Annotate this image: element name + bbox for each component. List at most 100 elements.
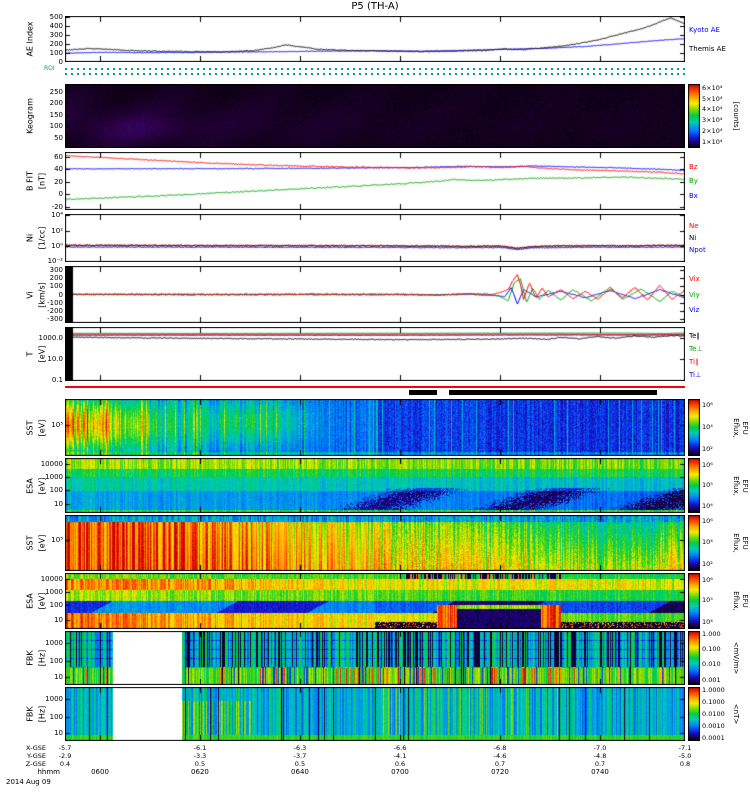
colorbar-sst_ele [688,515,700,571]
legend-entry-t-0: Te∥ [689,331,700,340]
legend-entry-n-2: Npot [689,246,706,254]
legend-entry-ae-1: Themis AE [689,45,726,54]
legend-entry-ae-0: Kyoto AE [689,25,720,34]
panel-canvas-esa_ele [65,573,685,629]
ytick-label-ae-2: 300 [49,30,63,39]
ytick-label-bfit-4: -20 [51,202,63,211]
ytick-label-esa_ion-2: 100 [49,485,63,494]
colorbar-tick-esa_ion-2: 10⁴ [702,501,713,510]
plot-title: P5 (TH-A) [351,1,399,12]
ytick-label-t-0: 1000.0 [38,333,64,342]
legend-entry-v-1: Viy [689,290,700,299]
ytick-label-n-3: 10⁻² [47,257,63,266]
ytick-label-esa_ele-1: 1000 [45,588,63,597]
ephemeris-value-1-4: -4.6 [493,752,507,760]
ytick-label-esa_ele-3: 10 [54,616,63,625]
ephemeris-value-0-3: -6.6 [393,744,407,752]
ephemeris-value-0-6: -7.1 [678,744,692,752]
panel-canvas-sst_ele [65,515,685,571]
colorbar-tick-fbk_b-3: 0.0010 [702,722,725,731]
ytick-label-ae-5: 0 [58,57,63,66]
ytick-label-sst_ele-0: 10⁵ [51,536,63,545]
ephemeris-row-label-0: X-GSE [26,744,46,752]
ytick-label-v-5: -200 [47,306,63,315]
time-tick-label-1: 0620 [191,768,209,776]
panel-canvas-fbk_b [65,687,685,741]
colorbar-tick-fbk_e-2: 0.010 [702,660,721,669]
panel-canvas-keogram [65,84,685,148]
date-label: 2014 Aug 09 [6,778,51,786]
ephemeris-value-2-4: 0.7 [494,760,506,768]
colorbar-esa_ion [688,458,700,513]
ephemeris-value-1-0: -2.9 [58,752,72,760]
colorbar-tick-keogram-0: 6×10⁴ [702,83,723,92]
roi-dotted-line-1 [65,73,685,75]
colorbar-tick-fbk_e-3: 0.001 [702,675,721,684]
colorbar-tick-fbk_b-4: 0.0001 [702,734,725,743]
colorbar-tick-fbk_e-0: 1.000 [702,630,721,639]
ytick-label-v-4: -100 [47,298,63,307]
colorbar-tick-esa_ele-2: 10⁴ [702,617,713,626]
colorbar-tick-keogram-3: 3×10⁴ [702,116,723,125]
ytick-label-fbk_b-2: 10 [54,728,63,737]
burst-mode-segment-0 [409,390,437,395]
ephemeris-value-0-4: -6.8 [493,744,507,752]
ytick-label-t-1: 10.0 [47,355,63,364]
ephemeris-row-label-2: Z-GSE [25,760,46,768]
colorbar-fbk_e [688,631,700,685]
colorbar-tick-sst_ion-2: 10² [702,444,713,453]
ephemeris-value-1-3: -4.1 [393,752,407,760]
legend-entry-bfit-0: Bz [689,162,698,171]
colorbar-unit-fbk_b-0: <nT> [732,703,740,725]
colorbar-unit-keogram-0: [counts] [732,101,740,131]
ephemeris-value-2-1: 0.5 [194,760,206,768]
colorbar-unit-sst_ion-0: Eflux, [732,417,740,438]
ephemeris-value-1-1: -3.3 [193,752,207,760]
left-axis-label-n-0: Ni [25,233,35,243]
legend-entry-t-3: Ti⊥ [689,370,702,379]
ytick-label-fbk_b-0: 1000 [45,694,63,703]
colorbar-tick-fbk_b-1: 0.1000 [702,697,725,706]
ytick-label-sst_ion-0: 10⁵ [51,420,63,429]
colorbar-unit-fbk_e-0: <mV/m> [732,641,740,675]
legend-entry-v-0: Vix [689,274,700,283]
ytick-label-bfit-1: 40 [54,165,63,174]
colorbar-tick-esa_ele-1: 10⁵ [702,596,713,605]
ephemeris-value-2-3: 0.6 [394,760,406,768]
colorbar-tick-esa_ele-0: 10⁶ [702,576,713,585]
time-tick-label-5: 0740 [591,768,609,776]
time-axis-unit-label: hhmm [37,768,60,776]
ytick-label-keogram-2: 150 [49,110,63,119]
ephemeris-value-1-5: -4.8 [593,752,607,760]
ytick-label-keogram-1: 200 [49,99,63,108]
ytick-label-ae-0: 500 [49,13,63,22]
time-tick-label-4: 0720 [491,768,509,776]
ephemeris-value-2-6: 0.8 [679,760,691,768]
colorbar-unit-sst_ele-1: EFU [741,536,749,550]
ephemeris-value-0-5: -7.0 [593,744,607,752]
colorbar-tick-esa_ion-0: 10⁶ [702,461,713,470]
ytick-label-t-2: 0.1 [51,375,63,384]
ephemeris-value-0-0: -5.7 [58,744,72,752]
colorbar-tick-keogram-1: 5×10⁴ [702,94,723,103]
colorbar-tick-sst_ion-0: 10⁶ [702,401,713,410]
legend-entry-t-2: Ti∥ [689,357,699,366]
burst-mode-segment-1 [449,390,658,395]
ytick-label-keogram-0: 250 [49,87,63,96]
ytick-label-esa_ion-3: 10 [54,500,63,509]
ytick-label-ae-4: 100 [49,48,63,57]
ytick-label-n-0: 10⁴ [51,210,63,219]
colorbar-unit-esa_ion-1: EFU [741,478,749,493]
ytick-label-v-6: -300 [47,314,63,323]
ytick-label-keogram-3: 100 [49,122,63,131]
roi-dotted-line-0 [65,68,685,70]
colorbar-tick-fbk_b-0: 1.0000 [702,685,725,694]
colorbar-tick-keogram-2: 4×10⁴ [702,105,723,114]
time-tick-label-3: 0700 [391,768,409,776]
ytick-label-ae-3: 200 [49,39,63,48]
ephemeris-value-1-2: -3.7 [293,752,307,760]
ytick-label-fbk_b-1: 100 [49,712,63,721]
ytick-label-bfit-2: 20 [54,177,63,186]
ytick-label-fbk_e-0: 1000 [45,638,63,647]
legend-entry-n-1: Ni [689,234,697,242]
